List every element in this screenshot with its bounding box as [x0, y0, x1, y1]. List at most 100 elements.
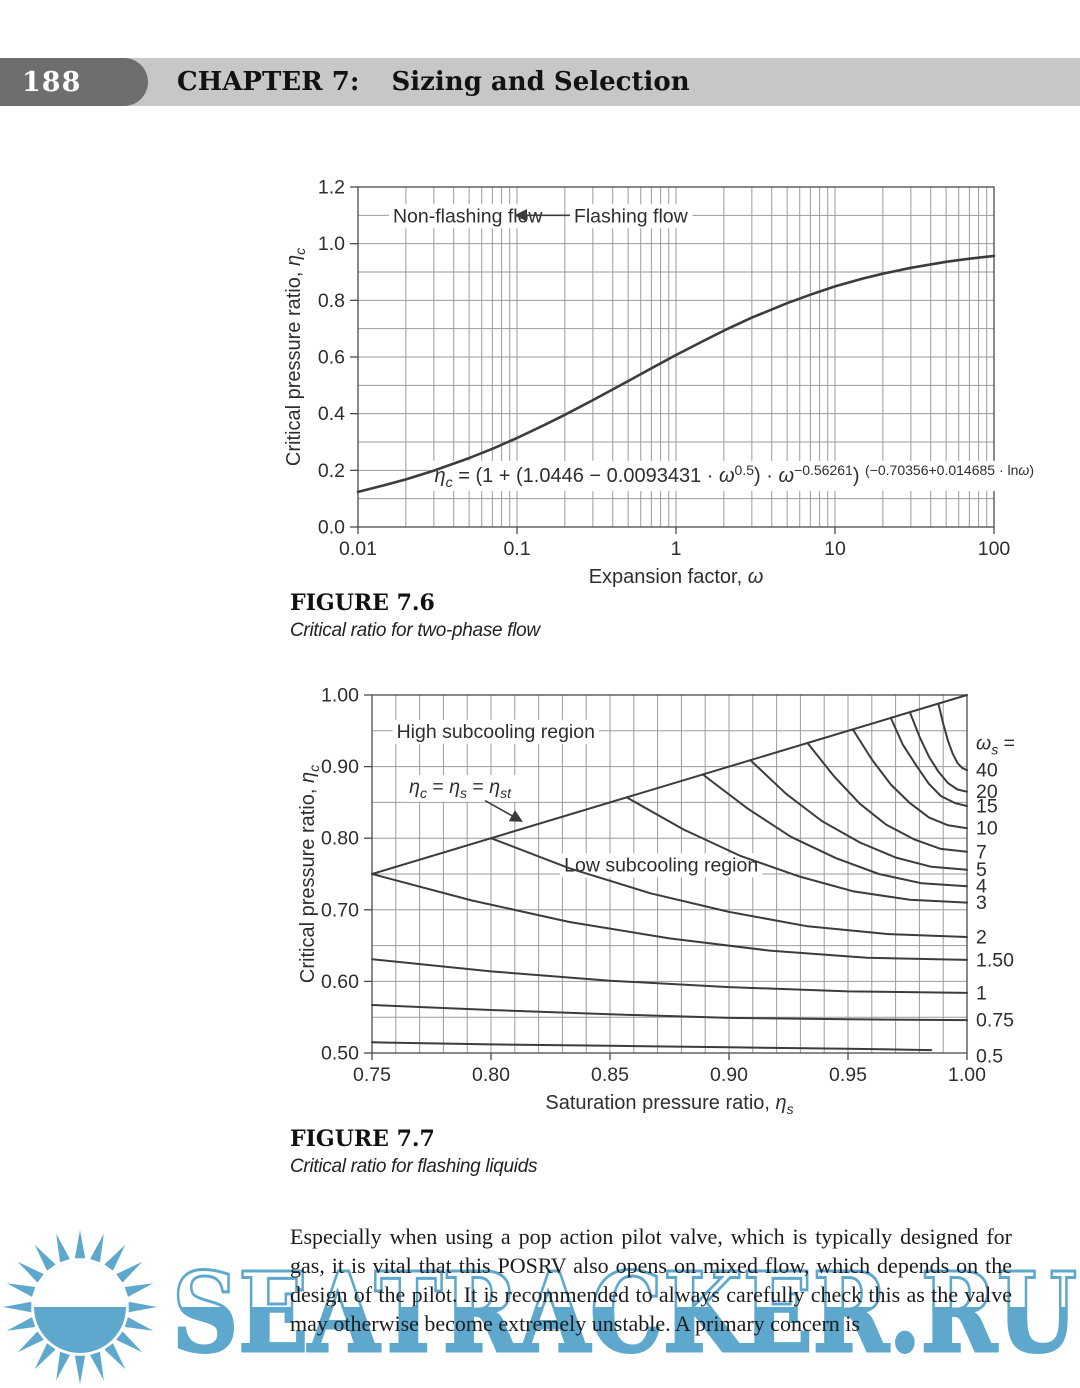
- y-tick-label: 0.50: [321, 1043, 359, 1065]
- y-tick-label: 0.80: [321, 828, 359, 850]
- series-label-omega-5: 5: [976, 859, 987, 881]
- x-tick-label: 0.90: [710, 1064, 748, 1086]
- sun-ray: [104, 1343, 126, 1370]
- svg-text:Critical pressure ratio, ηc: Critical pressure ratio, ηc: [283, 248, 308, 466]
- series-omega-3: [625, 796, 968, 904]
- x-tick-label: 0.95: [829, 1064, 867, 1086]
- page-number-badge: 188: [0, 58, 148, 106]
- sun-ray: [17, 1261, 44, 1283]
- sun-ray: [56, 1351, 70, 1381]
- x-tick-label: 0.75: [353, 1064, 391, 1086]
- series-omega-7: [806, 742, 968, 853]
- series-omega-15: [889, 716, 968, 807]
- series-label-omega-4: 4: [976, 876, 987, 898]
- series: [356, 254, 996, 494]
- sun-ray: [6, 1317, 36, 1331]
- sun-ray: [116, 1261, 143, 1283]
- series-label-omega-20: 20: [976, 781, 998, 803]
- svg-text:Saturation pressure ratio, ηs: Saturation pressure ratio, ηs: [545, 1092, 793, 1117]
- sun-ray: [90, 1351, 104, 1381]
- y-tick-label: 1.00: [321, 685, 359, 707]
- svg-text:Expansion factor, ω: Expansion factor, ω: [589, 566, 764, 588]
- y-tick-label: 0.70: [321, 899, 359, 921]
- y-tick-label: 0.2: [318, 460, 345, 482]
- svg-text:Critical pressure ratio, ηc: Critical pressure ratio, ηc: [297, 765, 322, 983]
- svg-text:Flashing flow: Flashing flow: [574, 205, 689, 227]
- x-tick-label: 10: [824, 538, 846, 560]
- series-omega-40: [937, 702, 968, 772]
- chapter-title: Sizing and Selection: [391, 67, 690, 97]
- sun-ray: [6, 1283, 36, 1297]
- sun-ray: [56, 1233, 70, 1263]
- y-tick-label: 0.6: [318, 347, 345, 369]
- body-paragraph: Especially when using a pop action pilot…: [290, 1224, 1012, 1336]
- figure-7-6-caption: Critical ratio for two-phase flow: [290, 620, 540, 641]
- svg-text:ηc = (1 + (1.0446 − 0.0093431: ηc = (1 + (1.0446 − 0.0093431 · ω0.5) · …: [435, 462, 1034, 490]
- svg-text:Non-flashing flow: Non-flashing flow: [393, 205, 543, 227]
- series-label-omega-15: 15: [976, 795, 998, 817]
- series-omega-0-75: [371, 1004, 968, 1022]
- series-omega-10: [851, 728, 968, 830]
- sun-ray: [124, 1283, 154, 1297]
- series-critical-pressure-ratio-curve: [356, 254, 996, 494]
- y-tick-label: 1.2: [318, 177, 345, 199]
- series-omega-20: [908, 711, 968, 793]
- sun-ray: [34, 1244, 56, 1271]
- figure-7-7-label: FIGURE 7.7: [290, 1126, 435, 1152]
- svg-text:ωs =: ωs =: [976, 733, 1015, 758]
- series-label-omega-40: 40: [976, 760, 998, 782]
- x-tick-label: 100: [978, 538, 1011, 560]
- series-label-omega-2: 2: [976, 927, 987, 949]
- page-number: 188: [22, 66, 82, 98]
- y-tick-label: 0.60: [321, 971, 359, 993]
- sun-ray: [124, 1317, 154, 1331]
- figure-7-7-chart: High subcooling region ηc = ηs = ηst Low s…: [297, 685, 1015, 1117]
- x-tick-label: 0.80: [472, 1064, 510, 1086]
- gridlines: [372, 695, 967, 1053]
- annotations: Non-flashing flow Flashing flow ηc = (1 + …: [388, 204, 1038, 492]
- x-tick-label: 1.00: [948, 1064, 986, 1086]
- y-tick-label: 0.90: [321, 756, 359, 778]
- series-omega-5: [749, 759, 968, 871]
- annotations: High subcooling region ηc = ηs = ηst Low s…: [392, 719, 763, 878]
- series-label-omega-0-5: 0.5: [976, 1045, 1003, 1067]
- series-omega-1: [371, 958, 968, 994]
- ticks-and-labels: 0.01 0.1 1 10 100 0.0 0.2 0.4 0.6 0.8 1.0 1.2: [318, 177, 1011, 561]
- sun-ray: [74, 1355, 86, 1384]
- series-label-omega-0-75: 0.75: [976, 1010, 1014, 1032]
- y-tick-label: 0.0: [318, 517, 345, 539]
- figure-7-6-chart: Non-flashing flow Flashing flow ηc = (1 + …: [283, 177, 1038, 588]
- x-tick-label: 0.1: [503, 538, 530, 560]
- series-omega-0-5: [371, 1041, 933, 1052]
- watermark-text: SEATRACKER.RU: [172, 1248, 1077, 1377]
- svg-text:Low subcooling region: Low subcooling region: [564, 854, 758, 876]
- watermark-text: SEATRACKER.RU: [172, 1248, 1077, 1377]
- series: [371, 694, 968, 1052]
- series-label-omega-7: 7: [976, 841, 987, 863]
- chapter-label: CHAPTER 7:: [177, 67, 360, 97]
- sun-ray: [17, 1331, 44, 1353]
- sun-ray: [3, 1301, 32, 1313]
- sun-ray: [34, 1343, 56, 1370]
- series-eta-st-boundary-line: [371, 694, 968, 875]
- sun-ray: [116, 1331, 143, 1353]
- chapter-heading: CHAPTER 7: Sizing and Selection: [177, 58, 690, 106]
- series-omega-4: [701, 773, 968, 888]
- sun-logo: [3, 1230, 157, 1384]
- series-omega-2: [490, 837, 968, 938]
- ticks-and-labels: 0.75 0.80 0.85 0.90 0.95 1.00 0.50 0.60 0.70 0.80…: [321, 685, 986, 1087]
- y-tick-label: 0.8: [318, 290, 345, 312]
- figure-7-6-label: FIGURE 7.6: [290, 590, 435, 616]
- x-tick-label: 0.01: [339, 538, 377, 560]
- sun-ray: [90, 1233, 104, 1263]
- series-label-omega-10: 10: [976, 818, 998, 840]
- series-label-omega-1: 1: [976, 982, 987, 1004]
- svg-text:High subcooling region: High subcooling region: [397, 721, 595, 743]
- svg-text:ηc = ηs = ηst: ηc = ηs = ηst: [409, 776, 512, 801]
- chapter-header-band: 188 CHAPTER 7: Sizing and Selection: [0, 58, 1080, 106]
- x-tick-label: 0.85: [591, 1064, 629, 1086]
- series-omega-1-50: [371, 873, 968, 961]
